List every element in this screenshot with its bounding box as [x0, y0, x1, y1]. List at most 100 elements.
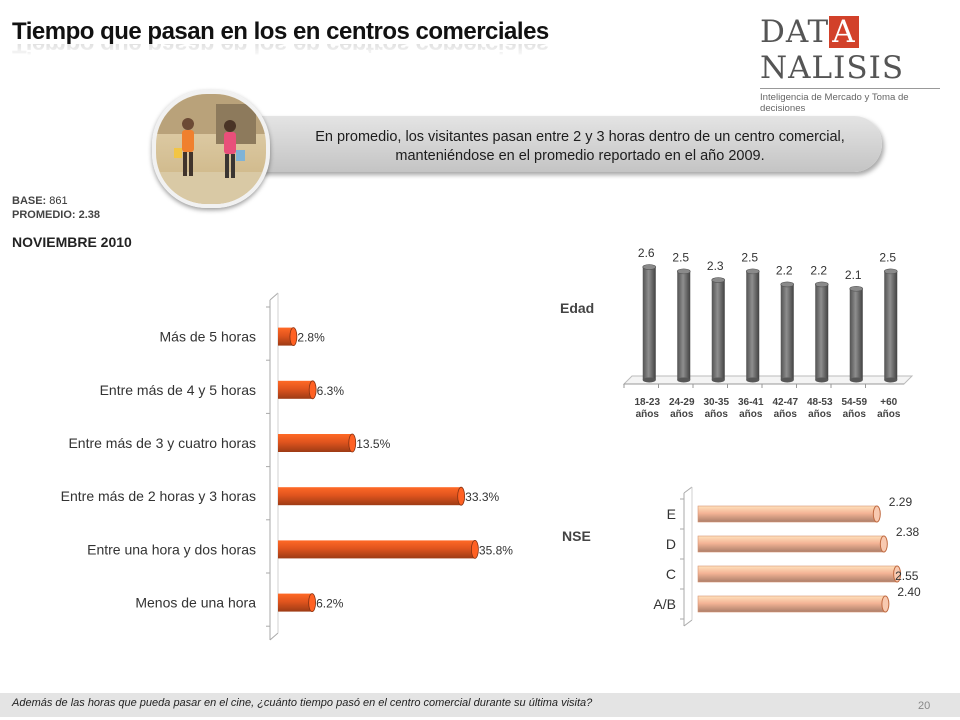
bar-base	[746, 377, 760, 383]
summary-banner-text: En promedio, los visitantes pasan entre …	[315, 129, 845, 164]
age-range-label: 30-35	[703, 397, 729, 408]
category-label: Entre una hora y dos horas	[87, 541, 256, 557]
category-label: D	[666, 536, 676, 552]
category-label: C	[666, 566, 676, 582]
bar-base	[884, 377, 898, 383]
bar-base	[849, 377, 863, 383]
age-unit-label: años	[808, 409, 832, 420]
bar-cap	[881, 595, 890, 613]
value-label: 6.3%	[317, 384, 345, 398]
category-label: Más de 5 horas	[160, 329, 257, 345]
value-label: 2.5	[741, 250, 758, 264]
bar	[278, 327, 294, 346]
age-range-label: 48-53	[807, 397, 833, 408]
summary-banner	[190, 116, 882, 172]
age-range-label: 18-23	[634, 397, 660, 408]
bar-base	[677, 377, 691, 383]
age-chart: 2.618-23años2.524-29años2.330-35años2.53…	[622, 246, 914, 420]
bar-cap	[676, 268, 691, 275]
value-label: 2.1	[845, 268, 862, 282]
age-range-label: +60	[880, 397, 897, 408]
time-spent-chart: Más de 5 horas 2.8% Entre más de 4 y 5 hor…	[61, 292, 513, 641]
bar	[677, 271, 691, 380]
survey-question: Además de las horas que pueda pasar en e…	[12, 697, 593, 709]
value-label: 2.2	[776, 263, 793, 277]
bar-cap	[872, 505, 881, 523]
bar	[711, 280, 725, 380]
bar-cap	[457, 486, 466, 506]
logo-wordmark-box: A	[829, 16, 859, 48]
category-label: A/B	[653, 596, 676, 612]
bar-cap	[348, 433, 357, 453]
nse-chart: E 2.29 D 2.38 C 2.55 A/B 2.40	[653, 486, 921, 627]
bar	[697, 565, 898, 583]
datanalisis-logo: DATANALISIS Inteligencia de Mercado y To…	[760, 14, 950, 114]
page-number: 20	[918, 700, 931, 712]
age-unit-label: años	[877, 409, 901, 420]
category-label: Menos de una hora	[135, 595, 256, 611]
value-label: 2.5	[672, 250, 689, 264]
promedio-label: PROMEDIO:	[12, 209, 76, 221]
value-label: 2.29	[889, 495, 913, 509]
value-label: 2.3	[707, 259, 724, 273]
sample-info: BASE: 861 PROMEDIO: 2.38	[12, 194, 100, 222]
age-unit-label: años	[636, 409, 660, 420]
promedio-value: 2.38	[78, 209, 101, 221]
chart-floor	[622, 375, 914, 385]
bar	[697, 535, 885, 553]
bar	[642, 267, 656, 380]
bar	[884, 271, 898, 380]
bar-cap	[642, 264, 657, 270]
age-unit-label: años	[774, 409, 798, 420]
bar-cap	[879, 535, 888, 553]
base-value: 861	[49, 195, 68, 207]
bar	[746, 271, 760, 380]
age-unit-label: años	[670, 409, 694, 420]
logo-wordmark-right: NALISIS	[760, 50, 905, 86]
bar-cap	[308, 593, 317, 613]
period-label: NOVIEMBRE 2010	[12, 234, 132, 250]
bar	[278, 380, 313, 399]
bar-base	[815, 377, 829, 383]
logo-divider	[760, 88, 940, 89]
logo-wordmark: DATANALISIS	[760, 14, 950, 86]
value-label: 2.6	[638, 246, 655, 260]
base-label: BASE:	[12, 195, 47, 207]
shoppers-illustration	[156, 94, 266, 204]
value-label: 13.5%	[356, 437, 390, 451]
footer-bar	[0, 693, 960, 717]
bar	[780, 284, 794, 380]
axis-top-edge	[269, 292, 279, 301]
bar-cap	[470, 539, 479, 559]
bar-cap	[780, 281, 795, 288]
bar-cap	[849, 285, 864, 292]
bar	[697, 505, 878, 523]
value-label: 2.5	[879, 250, 896, 264]
bar-cap	[711, 277, 726, 283]
bar	[278, 487, 462, 506]
bar	[697, 595, 886, 613]
age-unit-label: años	[739, 409, 763, 420]
bar	[849, 288, 863, 380]
value-label: 33.3%	[465, 490, 499, 504]
bar-base	[711, 377, 725, 383]
bar-base	[642, 377, 656, 383]
age-range-label: 24-29	[669, 397, 695, 408]
bar	[278, 540, 475, 559]
bar-cap	[289, 327, 298, 346]
value-label: 2.38	[896, 525, 920, 539]
bar	[278, 593, 313, 612]
bar-base	[780, 377, 794, 383]
shoppers-photo	[152, 90, 270, 208]
age-unit-label: años	[705, 409, 729, 420]
bar-cap	[893, 565, 902, 583]
age-range-label: 42-47	[772, 397, 798, 408]
axis-top-edge	[683, 486, 693, 494]
value-label: 2.40	[897, 585, 921, 599]
slide-title-reflection: Tiempo que pasan en los en centros comer…	[12, 44, 549, 58]
slide-title: Tiempo que pasan en los en centros comer…	[12, 18, 549, 45]
category-label: Entre más de 4 y 5 horas	[100, 382, 256, 398]
bar-cap	[883, 268, 898, 275]
age-unit-label: años	[843, 409, 867, 420]
category-label: Entre más de 3 y cuatro horas	[68, 435, 256, 451]
